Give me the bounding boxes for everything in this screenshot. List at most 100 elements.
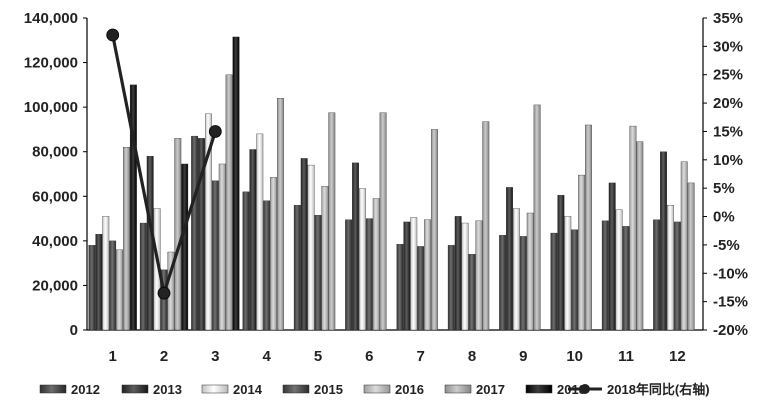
- y2-tick-label: 30%: [713, 38, 743, 55]
- bar-2013-8: [454, 216, 462, 331]
- bar-2018-1: [129, 84, 137, 331]
- y-tick-label: 80,000: [32, 144, 78, 161]
- bar-2015-4: [263, 200, 271, 331]
- bar-2015-6: [365, 218, 373, 331]
- legend-swatch-2018: [525, 384, 553, 394]
- legend-swatch-2013: [121, 384, 149, 394]
- bar-2012-6: [345, 219, 353, 331]
- legend-label-yoy: 2018年同比(右轴): [607, 382, 710, 397]
- bar-2015-7: [417, 246, 425, 331]
- bar-2016-9: [526, 212, 534, 331]
- yoy-point-3: [208, 125, 222, 138]
- y-tick-label: 40,000: [32, 233, 78, 250]
- legend-label-2017: 2017: [476, 382, 505, 397]
- y2-tick-label: -10%: [713, 265, 748, 282]
- y-tick-label: 140,000: [24, 10, 78, 27]
- bar-2013-6: [352, 162, 359, 331]
- bar-2014-4: [256, 133, 264, 331]
- legend-swatch-2016: [363, 384, 391, 394]
- bar-2016-3: [218, 163, 226, 331]
- bar-2015-1: [109, 240, 117, 331]
- legend-label-2016: 2016: [395, 382, 424, 397]
- y2-tick-label: 0%: [713, 209, 735, 226]
- bar-2015-11: [622, 226, 630, 331]
- bar-2013-11: [608, 182, 616, 331]
- bar-2015-12: [673, 221, 681, 331]
- x-tick-label: 7: [416, 348, 424, 365]
- bar-2013-4: [249, 149, 257, 331]
- bar-2016-5: [321, 186, 329, 331]
- yoy-point-2: [157, 286, 171, 300]
- legend-swatch-2017: [444, 384, 472, 394]
- legend-label-2012: 2012: [71, 382, 100, 397]
- legend-label-2013: 2013: [153, 382, 182, 397]
- bar-2013-3: [198, 138, 205, 331]
- x-tick-label: 5: [314, 348, 322, 365]
- bar-2012-5: [293, 205, 301, 331]
- bar-2016-10: [578, 174, 585, 331]
- y-tick-label: 60,000: [32, 188, 78, 205]
- bar-2017-7: [431, 129, 438, 331]
- bar-2016-6: [372, 198, 380, 331]
- bar-2012-4: [242, 191, 250, 331]
- bar-2012-11: [601, 220, 609, 331]
- x-tick-label: 3: [211, 348, 219, 365]
- y2-tick-label: 10%: [713, 152, 743, 169]
- bar-2015-3: [211, 180, 219, 331]
- y2-tick-label: -5%: [713, 237, 740, 254]
- x-tick-label: 12: [669, 348, 686, 365]
- y2-tick-label: 35%: [713, 10, 743, 27]
- x-tick-label: 9: [519, 348, 527, 365]
- bar-2017-5: [328, 112, 336, 331]
- bar-2012-9: [499, 235, 507, 331]
- bar-2013-10: [557, 194, 565, 331]
- x-tick-label: 11: [618, 348, 634, 365]
- x-tick-label: 2: [160, 348, 168, 365]
- bar-2014-8: [461, 222, 469, 331]
- bar-2016-8: [475, 220, 483, 331]
- bar-2014-6: [359, 188, 366, 331]
- bar-2017-3: [225, 74, 233, 331]
- bar-2012-3: [191, 135, 199, 331]
- bar-2012-1: [88, 245, 96, 331]
- bar-2014-9: [513, 208, 520, 331]
- legend-label-2015: 2015: [314, 382, 343, 397]
- bar-2017-4: [277, 98, 284, 331]
- bar-2012-7: [396, 244, 404, 331]
- legend-swatch-2015: [282, 384, 310, 394]
- y-tick-label: 0: [70, 322, 78, 339]
- bar-2015-8: [468, 254, 476, 331]
- x-tick-label: 8: [468, 348, 476, 365]
- bar-2017-2: [174, 138, 182, 331]
- x-tick-label: 1: [108, 348, 116, 365]
- x-tick-label: 10: [566, 348, 583, 365]
- bar-2014-1: [102, 216, 110, 331]
- bar-2012-10: [550, 232, 558, 331]
- y2-tick-label: 5%: [713, 180, 735, 197]
- bar-2013-7: [403, 221, 411, 331]
- bar-2017-10: [585, 124, 592, 331]
- y-tick-label: 100,000: [24, 99, 78, 116]
- y2-tick-label: -20%: [713, 322, 748, 339]
- bar-2014-3: [205, 113, 212, 331]
- x-tick-label: 4: [262, 348, 271, 365]
- bar-2017-8: [482, 121, 490, 331]
- y-tick-label: 120,000: [24, 55, 78, 72]
- bar-2013-5: [300, 158, 308, 331]
- bar-2013-12: [660, 151, 667, 331]
- bar-2017-6: [379, 112, 387, 331]
- bar-2016-4: [270, 177, 277, 331]
- x-tick-label: 6: [365, 348, 373, 365]
- bar-2014-7: [410, 217, 418, 331]
- bar-2013-1: [95, 233, 103, 331]
- y2-tick-label: -15%: [713, 294, 748, 311]
- bar-2016-7: [424, 219, 431, 331]
- legend-swatch-2014: [201, 384, 229, 394]
- bar-2014-11: [615, 209, 623, 331]
- bar-2013-9: [506, 187, 513, 331]
- bar-2018-3: [232, 36, 240, 331]
- bar-2015-9: [519, 236, 527, 331]
- bar-2014-10: [564, 216, 572, 331]
- bar-2017-9: [533, 104, 541, 331]
